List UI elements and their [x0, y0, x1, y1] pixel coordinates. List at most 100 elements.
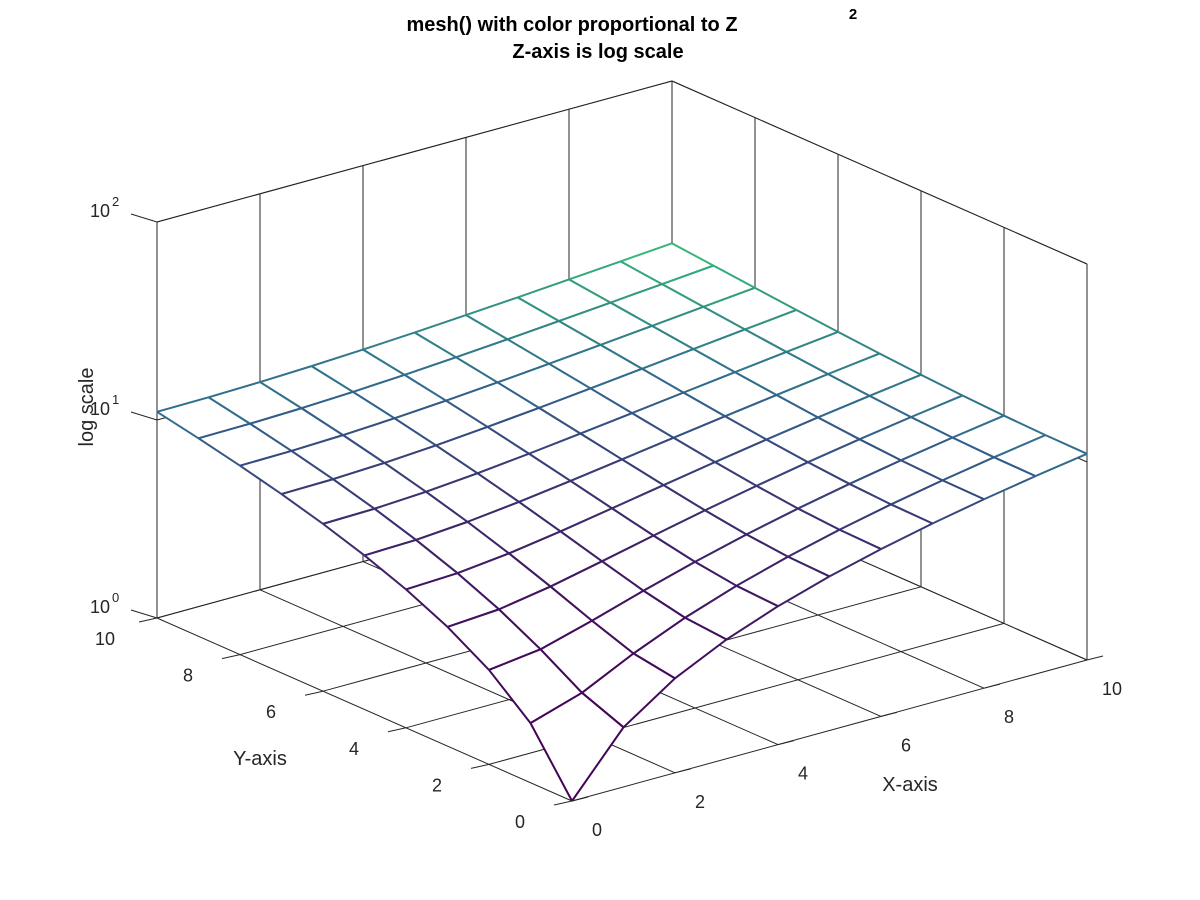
x-tick-mark — [777, 740, 795, 746]
mesh-face — [406, 573, 499, 627]
mesh-edge — [641, 367, 684, 394]
x-tick-label: 4 — [798, 764, 808, 784]
mesh-edge — [983, 475, 1036, 501]
mesh-edge — [601, 534, 654, 563]
mesh-edge — [156, 396, 209, 413]
mesh-edge — [497, 362, 550, 384]
mesh-edge — [362, 348, 406, 376]
mesh-edge — [704, 484, 757, 512]
mesh-edge — [621, 458, 665, 487]
mesh-edge — [756, 461, 809, 487]
mesh-edge — [425, 490, 469, 523]
mesh-edge — [787, 528, 840, 558]
mesh-edge — [498, 608, 542, 651]
mesh-edge — [859, 416, 912, 441]
mesh-edge — [1045, 434, 1088, 455]
mesh-face — [353, 374, 446, 419]
mesh-face — [240, 450, 333, 495]
mesh-edge — [363, 554, 407, 591]
mesh-edge — [641, 348, 694, 370]
mesh-edge — [651, 305, 704, 327]
mesh-edge — [476, 472, 520, 503]
mesh-edge — [839, 528, 882, 550]
mesh-edge — [300, 407, 344, 436]
mesh-edge — [301, 390, 354, 410]
mesh-edge — [890, 479, 943, 506]
mesh-edge — [611, 507, 655, 537]
mesh-edge — [962, 394, 1005, 417]
x-tick-label: 8 — [1004, 707, 1014, 727]
mesh-edge — [486, 426, 530, 455]
chart-title-superscript: 2 — [849, 6, 857, 23]
mesh-face — [457, 553, 551, 610]
mesh-face — [901, 437, 994, 481]
mesh-edge — [859, 438, 902, 462]
y-tick-mark — [387, 727, 407, 733]
y-tick-label: 10 — [95, 629, 115, 649]
mesh-edge — [539, 648, 583, 694]
mesh-edge — [849, 459, 902, 485]
mesh-edge — [920, 373, 963, 397]
mesh-edge — [591, 619, 635, 655]
mesh-face — [911, 395, 1004, 438]
mesh-edge — [672, 436, 716, 464]
mesh-edge — [839, 503, 892, 531]
mesh-face — [250, 408, 343, 451]
mesh-edge — [725, 605, 779, 641]
x-tick-label: 0 — [592, 820, 602, 840]
mesh-edge — [445, 399, 489, 428]
z-tick-mark — [130, 411, 158, 421]
mesh-edge — [693, 348, 736, 374]
mesh-edge — [807, 461, 850, 485]
mesh-face — [942, 457, 1036, 500]
mesh-edge — [714, 438, 767, 464]
mesh-edge — [259, 365, 312, 384]
mesh-edge — [322, 507, 375, 525]
mesh-edge — [239, 464, 283, 495]
mesh-edge — [817, 394, 870, 419]
mesh-face — [808, 439, 901, 484]
mesh-edge — [746, 533, 789, 558]
z-axis-label: log scale — [76, 368, 98, 447]
mesh-edge — [684, 584, 738, 619]
mesh-face — [849, 460, 943, 505]
mesh-face — [208, 382, 302, 424]
mesh-face — [756, 462, 850, 509]
mesh-edge — [280, 493, 324, 525]
mesh-edge — [734, 351, 787, 374]
mesh-edge — [673, 415, 726, 439]
mesh-edge — [703, 305, 746, 331]
mesh-face — [530, 692, 624, 801]
mesh-edge — [488, 648, 541, 671]
mesh-edge — [890, 503, 933, 525]
mesh-edge — [796, 309, 839, 333]
mesh-face — [301, 391, 395, 436]
mesh-edge — [683, 391, 726, 418]
mesh-edge — [746, 507, 799, 536]
mesh-edge — [571, 726, 625, 802]
mesh-edge — [281, 478, 334, 496]
mesh-edge — [291, 434, 344, 452]
mesh-edge — [704, 509, 748, 536]
mesh-edge — [393, 417, 437, 447]
mesh-edge — [311, 348, 364, 368]
mesh-edge — [405, 588, 449, 628]
mesh-edge — [589, 387, 633, 415]
mesh-edge — [364, 538, 417, 557]
surface-mesh — [156, 242, 1088, 802]
mesh-edge — [457, 552, 510, 575]
mesh-edge — [1003, 414, 1046, 437]
mesh-edge — [683, 371, 736, 394]
mesh-face — [705, 485, 798, 535]
mesh-face — [839, 504, 933, 550]
z-tick-label-exponent: 2 — [112, 194, 119, 209]
mesh-edge — [620, 260, 663, 286]
mesh-edge — [713, 264, 756, 289]
z-tick-label-base: 10 — [90, 597, 110, 617]
mesh-edge — [394, 399, 447, 420]
y-tick-mark — [138, 617, 158, 623]
chart-title-line2: Z-axis is log scale — [512, 41, 683, 63]
mesh-face — [333, 462, 426, 509]
mesh-edge — [910, 394, 963, 419]
